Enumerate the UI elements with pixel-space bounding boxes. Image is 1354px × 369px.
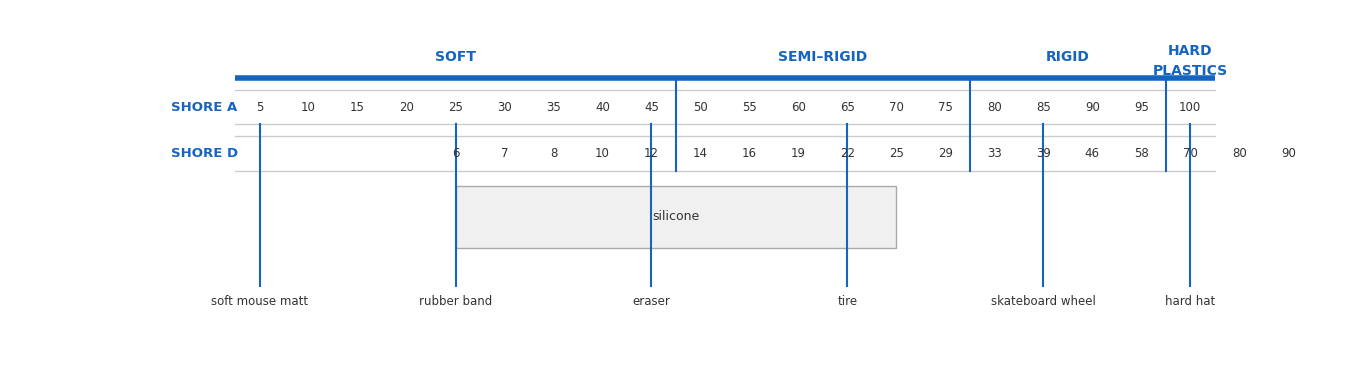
Text: PLASTICS: PLASTICS	[1152, 64, 1228, 78]
Text: 22: 22	[839, 147, 854, 160]
Text: 75: 75	[938, 100, 953, 114]
Text: 7: 7	[501, 147, 508, 160]
Text: 85: 85	[1036, 100, 1051, 114]
Text: 16: 16	[742, 147, 757, 160]
Text: 65: 65	[839, 100, 854, 114]
Text: 95: 95	[1133, 100, 1148, 114]
Text: 33: 33	[987, 147, 1002, 160]
Text: 80: 80	[987, 100, 1002, 114]
Text: 15: 15	[351, 100, 366, 114]
Text: 70: 70	[1183, 147, 1198, 160]
Text: SHORE A: SHORE A	[171, 100, 237, 114]
Text: 58: 58	[1133, 147, 1148, 160]
Text: hard hat: hard hat	[1164, 295, 1216, 308]
Text: SOFT: SOFT	[435, 51, 477, 64]
Text: 46: 46	[1085, 147, 1099, 160]
Text: eraser: eraser	[632, 295, 670, 308]
Text: RIGID: RIGID	[1045, 51, 1090, 64]
Text: 10: 10	[594, 147, 609, 160]
FancyBboxPatch shape	[455, 186, 896, 248]
Text: 39: 39	[1036, 147, 1051, 160]
Text: 12: 12	[645, 147, 659, 160]
Text: HARD: HARD	[1169, 44, 1213, 58]
Text: 29: 29	[938, 147, 953, 160]
Text: SHORE D: SHORE D	[171, 147, 238, 160]
Text: 40: 40	[594, 100, 609, 114]
Text: 8: 8	[550, 147, 558, 160]
Text: 70: 70	[890, 100, 903, 114]
Text: tire: tire	[837, 295, 857, 308]
Text: SEMI–RIGID: SEMI–RIGID	[779, 51, 868, 64]
Text: 55: 55	[742, 100, 757, 114]
Text: 5: 5	[256, 100, 263, 114]
Text: 45: 45	[645, 100, 659, 114]
Text: 90: 90	[1281, 147, 1296, 160]
Text: silicone: silicone	[653, 210, 700, 223]
Text: 20: 20	[399, 100, 414, 114]
Text: 6: 6	[452, 147, 459, 160]
Text: 35: 35	[546, 100, 561, 114]
Text: 10: 10	[301, 100, 315, 114]
Text: skateboard wheel: skateboard wheel	[991, 295, 1095, 308]
Text: 25: 25	[890, 147, 903, 160]
Text: 30: 30	[497, 100, 512, 114]
Text: 80: 80	[1232, 147, 1247, 160]
Text: 14: 14	[693, 147, 708, 160]
Text: 60: 60	[791, 100, 806, 114]
Text: 25: 25	[448, 100, 463, 114]
Text: rubber band: rubber band	[418, 295, 492, 308]
Text: soft mouse matt: soft mouse matt	[211, 295, 309, 308]
Text: 90: 90	[1085, 100, 1099, 114]
Text: 100: 100	[1179, 100, 1201, 114]
Text: 50: 50	[693, 100, 708, 114]
Text: 19: 19	[791, 147, 806, 160]
